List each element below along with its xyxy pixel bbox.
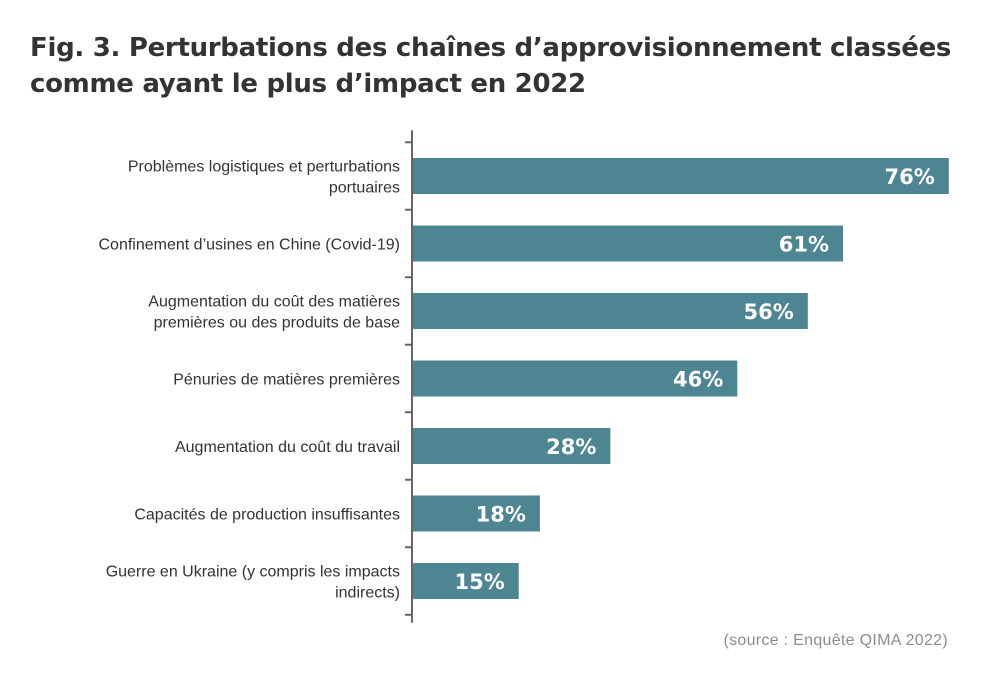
category-label-1-line-1: Problèmes logistiques et perturbations — [128, 159, 400, 176]
bar-value-label-4: 46% — [673, 368, 723, 392]
category-label-5: Augmentation du coût du travail — [175, 439, 400, 456]
bar-1 — [413, 158, 949, 194]
chart-title-line-2: comme ayant le plus d’impact en 2022 — [30, 69, 586, 99]
bar-4 — [413, 360, 738, 397]
category-label-3-line-2: premières ou des produits de base — [154, 315, 400, 332]
chart-title: Fig. 3. Perturbations des chaînes d’appr… — [30, 30, 980, 102]
bar-value-label-3: 56% — [744, 300, 794, 324]
bar-2 — [413, 225, 844, 262]
category-label-7-line-1: Guerre en Ukraine (y compris les impacts — [106, 564, 400, 581]
bar-6 — [413, 495, 540, 532]
bar-value-label-7: 15% — [454, 570, 504, 594]
chart-title-line-1: Fig. 3. Perturbations des chaînes d’appr… — [30, 33, 952, 63]
category-label-1-line-2: portuaires — [329, 180, 400, 197]
bar-value-label-1: 76% — [885, 165, 935, 189]
bar-value-label-2: 61% — [779, 233, 829, 257]
source-note: (source : Enquête QIMA 2022) — [723, 632, 948, 649]
category-label-6: Capacités de production insuffisantes — [134, 507, 400, 524]
bar-value-label-6: 18% — [476, 503, 526, 527]
category-label-3-line-1: Augmentation du coût des matières — [148, 294, 400, 311]
category-label-7-line-2: indirects) — [335, 585, 400, 602]
bar-7 — [413, 563, 519, 599]
bar-value-label-5: 28% — [546, 435, 596, 459]
bar-5 — [413, 428, 611, 464]
category-label-2: Confinement d’usines en Chine (Covid-19) — [99, 237, 401, 254]
category-label-4: Pénuries de matières premières — [173, 372, 400, 389]
bar-3 — [413, 293, 808, 329]
